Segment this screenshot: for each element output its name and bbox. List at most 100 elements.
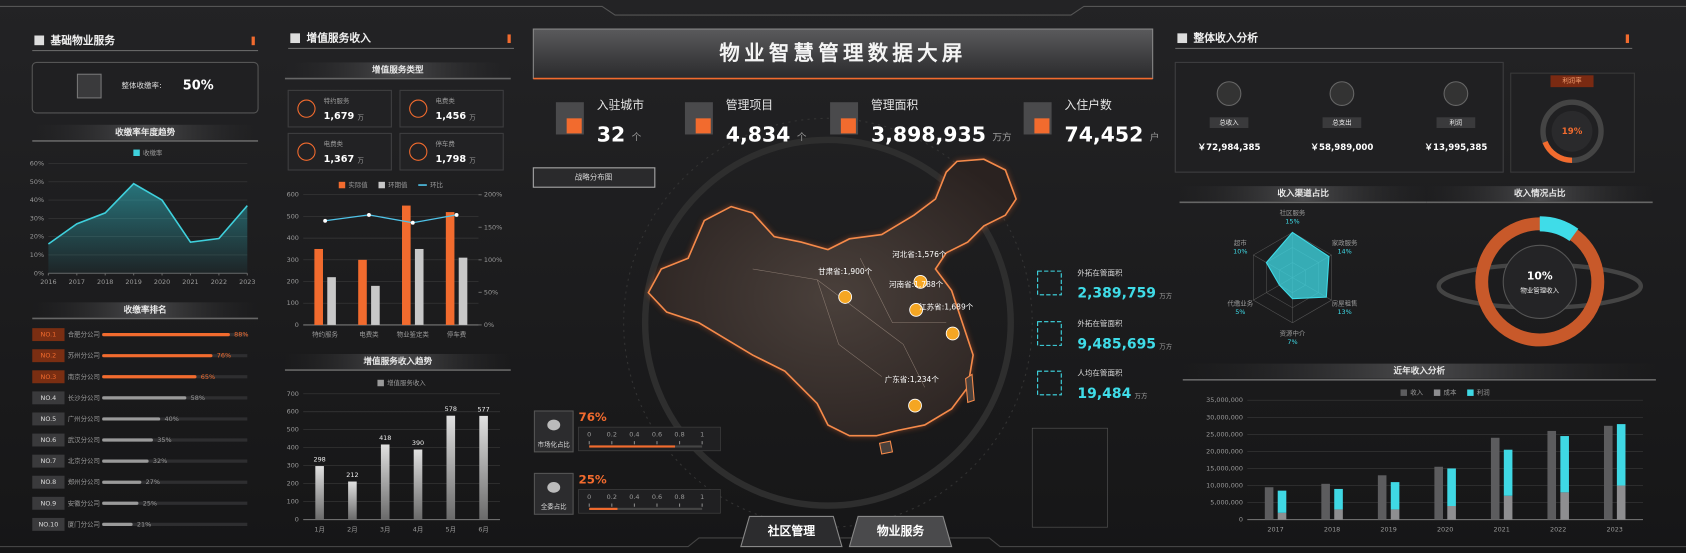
service-icon xyxy=(297,99,316,118)
legend-swatch xyxy=(338,181,346,189)
y-tick-label: 600 xyxy=(287,408,299,416)
kpi-value: 4,834 xyxy=(726,123,791,147)
progress-tick-label: 0.2 xyxy=(607,493,617,501)
progress-tick-label: 0.6 xyxy=(652,431,662,439)
y-tick-label: 0 xyxy=(295,321,299,329)
legend-label: 增值服务收入 xyxy=(387,378,426,387)
x-tick-label: 5月 xyxy=(446,525,457,533)
donut-label: 物业管理收入 xyxy=(1520,285,1559,294)
y-tick-label: 5,000,000 xyxy=(1210,499,1243,507)
section-bar xyxy=(1182,363,1656,379)
y-tick-label: 200% xyxy=(484,191,502,199)
progress-tick-label: 0.8 xyxy=(674,493,684,501)
radar-value: 5% xyxy=(1235,308,1245,316)
section-title: 收缴率年度趋势 xyxy=(115,126,176,138)
map-label: 甘肃省:1,900个 xyxy=(818,266,873,276)
rank-name: 广州分公司 xyxy=(68,414,100,423)
y-tick-label: 10% xyxy=(30,251,44,259)
gauge-arc xyxy=(1542,140,1573,163)
rank-badge xyxy=(32,496,65,510)
rank-name: 苏州分公司 xyxy=(68,351,100,360)
bar xyxy=(1603,425,1613,520)
progress-tick-label: 0.2 xyxy=(607,431,617,439)
gauge-tag xyxy=(1550,75,1594,88)
progress-title: 全委占比 xyxy=(541,502,567,511)
section-bar xyxy=(284,62,511,78)
progress-tick-label: 0.4 xyxy=(629,493,639,501)
bar xyxy=(1334,488,1343,510)
rank-name: 合肥分公司 xyxy=(68,330,100,339)
rank-badge xyxy=(32,328,65,342)
bar xyxy=(445,212,455,325)
kpi-label: 入住户数 xyxy=(1065,98,1112,112)
progress-tick-label: 0 xyxy=(587,493,591,501)
service-value: 1,798 xyxy=(435,154,466,165)
section-title: 增值服务收入趋势 xyxy=(363,355,432,367)
service-value: 1,679 xyxy=(324,111,355,122)
x-tick-label: 2017 xyxy=(69,278,85,286)
section-bar xyxy=(32,302,259,318)
x-tick-label: 2021 xyxy=(1493,525,1509,533)
section-bar xyxy=(284,353,511,370)
panel-marker xyxy=(251,36,255,46)
bar xyxy=(1547,430,1557,520)
rank-badge xyxy=(32,370,65,384)
x-tick-label: 特约服务 xyxy=(312,330,338,339)
data-label: 390 xyxy=(412,439,424,447)
tab[interactable] xyxy=(848,515,953,548)
map-pin xyxy=(838,290,853,304)
y-tick-label: 700 xyxy=(287,390,299,398)
income-value: ￥58,989,000 xyxy=(1310,142,1373,153)
x-tick-label: 1月 xyxy=(314,525,325,533)
rank-bar xyxy=(102,354,213,358)
radar-value: 13% xyxy=(1337,308,1351,316)
income-label: 总支出 xyxy=(1332,118,1351,127)
radar-label: 家政服务 xyxy=(1332,238,1358,247)
rank-value: 88% xyxy=(234,331,248,339)
bar xyxy=(348,481,357,520)
panel-marker xyxy=(507,34,511,44)
bar xyxy=(1277,512,1287,520)
x-tick-label: 2016 xyxy=(40,278,56,286)
x-tick-label: 2017 xyxy=(1267,525,1283,533)
bar xyxy=(371,285,380,325)
y-tick-label: 400 xyxy=(287,444,299,452)
map-borders xyxy=(752,258,947,388)
progress-icon-box xyxy=(533,410,574,453)
progress-icon xyxy=(547,419,561,431)
radar-area xyxy=(1265,231,1330,300)
x-tick-label: 2023 xyxy=(239,278,255,286)
map-label: 江苏省:1,689个 xyxy=(919,302,974,312)
section-title: 收入渠道占比 xyxy=(1277,187,1329,199)
line-point xyxy=(367,212,371,217)
progress-bar xyxy=(589,445,676,448)
bar xyxy=(479,415,488,520)
section-title: 近年收入分析 xyxy=(1394,365,1446,377)
kpi-value: 3,898,935 xyxy=(871,123,986,147)
rank-bar xyxy=(102,438,153,442)
service-value: 1,367 xyxy=(324,154,355,165)
tab[interactable] xyxy=(740,515,843,548)
legend-label: 成本 xyxy=(1444,388,1457,397)
progress-tick-label: 0.8 xyxy=(674,431,684,439)
map-label: 河北省:1,576个 xyxy=(892,249,947,259)
progress-frame xyxy=(578,426,721,452)
panel-icon xyxy=(1177,33,1188,44)
y-tick-label: 0 xyxy=(1239,516,1243,524)
rank-label: NO.7 xyxy=(41,457,57,465)
line-series xyxy=(47,182,248,245)
y-tick-label: 100 xyxy=(287,299,299,307)
map-label: 河南省:1,788个 xyxy=(889,279,944,289)
progress-tick-label: 1 xyxy=(700,431,704,439)
kpi-value: 74,452 xyxy=(1065,123,1144,147)
service-unit: 万 xyxy=(357,113,364,121)
y-tick-label: 40% xyxy=(30,196,44,204)
x-tick-label: 2019 xyxy=(125,278,141,286)
x-tick-label: 2月 xyxy=(347,525,358,533)
rank-bar xyxy=(102,501,139,505)
map-button xyxy=(532,167,656,188)
y-tick-label: 500 xyxy=(287,426,299,434)
service-name: 停车费 xyxy=(435,139,455,148)
line-point xyxy=(323,218,328,223)
y-tick-label: 15,000,000 xyxy=(1206,464,1243,472)
